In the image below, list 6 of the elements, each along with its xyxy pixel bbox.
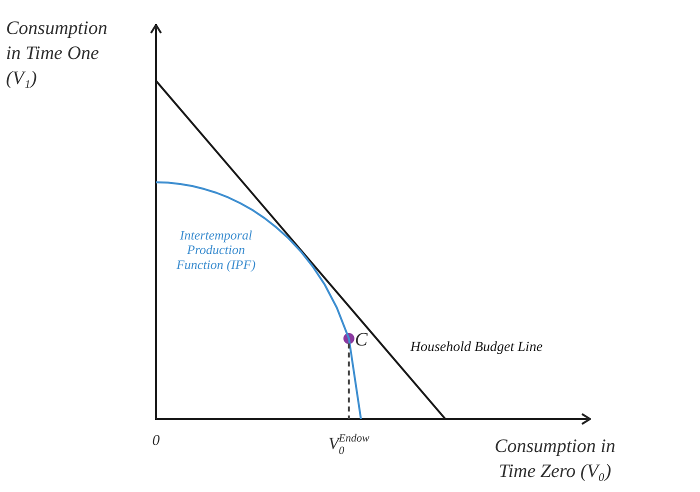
x-axis-title: Consumption in Time Zero (V₀)	[494, 435, 616, 484]
y-axis-title: Consumption in Time One (V₁)	[6, 17, 108, 91]
series-label: Intertemporal Production Function (IPF)	[175, 227, 256, 272]
series-label: Household Budget Line	[409, 340, 543, 355]
x-tick-label: 0	[152, 433, 160, 449]
annotation: C	[354, 330, 368, 351]
